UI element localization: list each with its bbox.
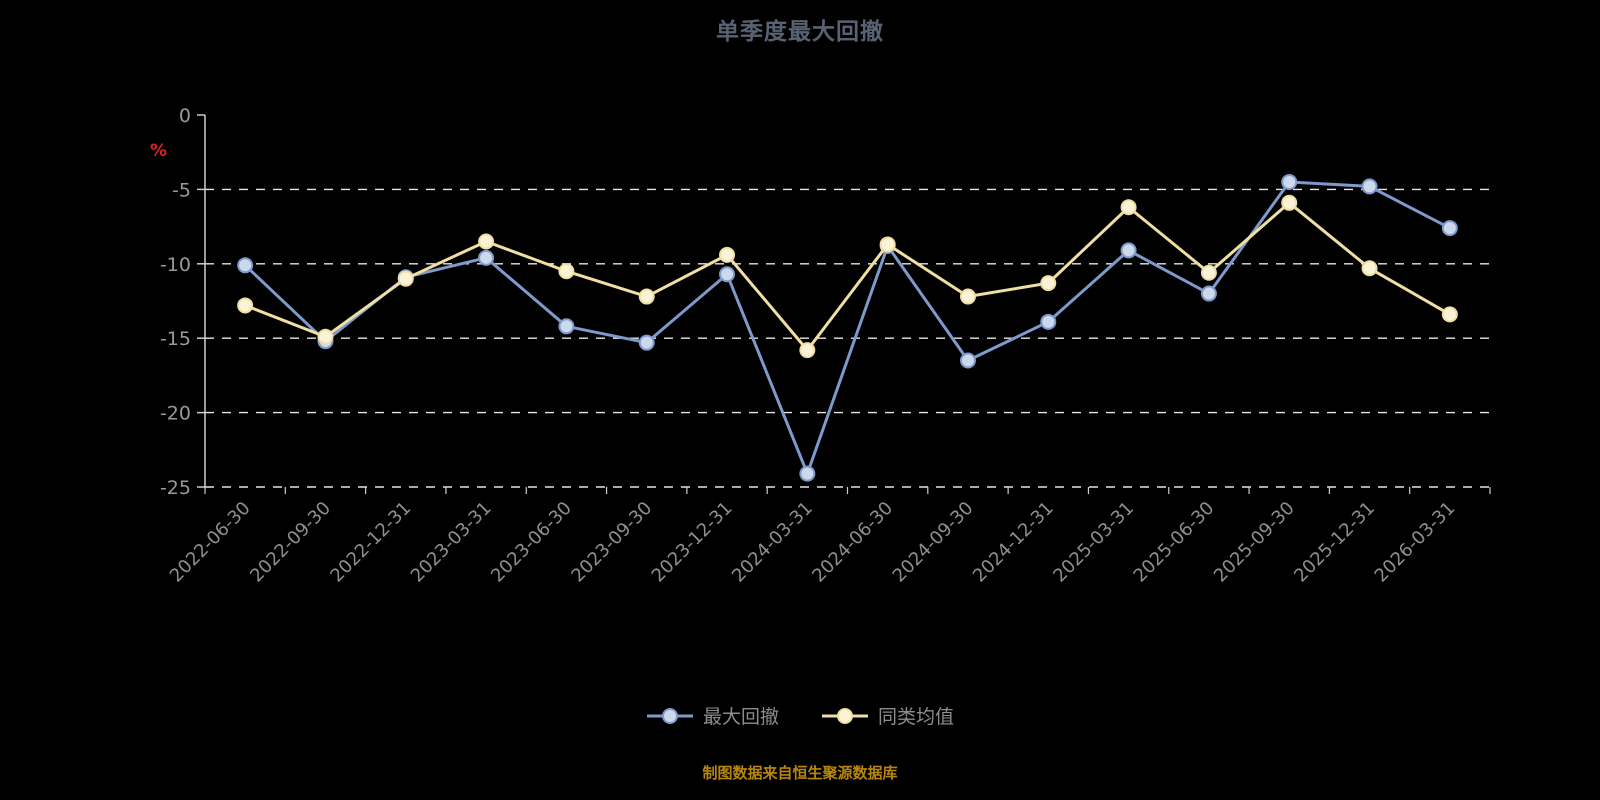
chart-legend: 最大回撤 同类均值 (0, 702, 1600, 729)
data-point-marker[interactable] (1441, 220, 1458, 237)
series-line-1 (243, 201, 1452, 352)
data-point-marker[interactable] (1281, 194, 1298, 211)
source-note: 制图数据来自恒生聚源数据库 (702, 764, 898, 782)
x-tick-label: 2024-06-30 (808, 498, 897, 587)
y-tick-label: -10 (160, 254, 191, 276)
data-point-marker[interactable] (478, 249, 495, 266)
data-point-marker[interactable] (558, 318, 575, 335)
data-point-marker[interactable] (1120, 242, 1137, 259)
y-tick-label: 0 (179, 105, 191, 127)
x-tick-label: 2025-12-31 (1290, 498, 1379, 587)
x-tick-label: 2024-12-31 (969, 498, 1058, 587)
x-tick-label: 2022-06-30 (166, 498, 255, 587)
legend-label: 最大回撤 (702, 706, 779, 728)
legend-marker-icon (646, 707, 693, 724)
legend-marker-icon (822, 707, 868, 724)
data-point-marker[interactable] (1441, 306, 1458, 323)
data-point-marker[interactable] (1040, 275, 1057, 292)
x-tick-label: 2025-03-31 (1049, 498, 1138, 587)
line-chart-canvas[interactable]: 0 -5 -10 -15 -20 -252022-06-302022-09-302022-… (0, 60, 1600, 640)
legend-label: 同类均值 (878, 706, 955, 728)
data-point-marker[interactable] (237, 257, 254, 274)
y-axis-unit-label: % (150, 141, 167, 161)
data-point-marker[interactable] (317, 328, 334, 345)
x-tick-label: 2025-09-30 (1210, 498, 1299, 587)
data-point-marker[interactable] (1200, 264, 1217, 281)
x-tick-label: 2023-12-31 (648, 498, 737, 587)
data-point-marker[interactable] (799, 465, 816, 482)
data-point-marker[interactable] (719, 246, 736, 263)
x-tick-label: 2023-06-30 (487, 498, 576, 587)
data-point-marker[interactable] (478, 233, 495, 250)
x-tick-label: 2025-06-30 (1130, 498, 1219, 587)
data-point-marker[interactable] (879, 236, 896, 253)
y-tick-label: -25 (160, 477, 191, 499)
data-point-marker[interactable] (959, 288, 976, 305)
data-point-marker[interactable] (638, 288, 655, 305)
data-point-marker[interactable] (1361, 178, 1378, 195)
y-tick-label: -20 (160, 403, 191, 425)
data-point-marker[interactable] (719, 266, 736, 283)
y-tick-label: -15 (160, 328, 191, 350)
series-line-0 (243, 180, 1452, 476)
data-point-marker[interactable] (397, 270, 414, 287)
data-point-marker[interactable] (799, 342, 816, 359)
x-tick-label: 2023-09-30 (567, 498, 656, 587)
data-point-marker[interactable] (1120, 199, 1137, 216)
data-point-marker[interactable] (1200, 285, 1217, 302)
data-point-marker[interactable] (638, 334, 655, 351)
chart-title: 单季度最大回撤 (716, 19, 884, 45)
x-tick-label: 2022-09-30 (246, 498, 335, 587)
x-tick-label: 2024-09-30 (889, 498, 978, 587)
data-point-marker[interactable] (1361, 260, 1378, 277)
data-point-marker[interactable] (959, 352, 976, 369)
legend-item-0[interactable]: 最大回撤 (646, 702, 779, 729)
x-tick-label: 2026-03-31 (1371, 498, 1460, 587)
x-tick-label: 2022-12-31 (326, 498, 415, 587)
data-point-marker[interactable] (1040, 313, 1057, 330)
x-tick-label: 2024-03-31 (728, 498, 817, 587)
y-tick-label: -5 (172, 179, 191, 201)
data-point-marker[interactable] (237, 297, 254, 314)
legend-item-1[interactable]: 同类均值 (821, 702, 954, 729)
data-point-marker[interactable] (558, 263, 575, 280)
data-point-marker[interactable] (1281, 173, 1298, 190)
x-tick-label: 2023-03-31 (407, 498, 496, 587)
